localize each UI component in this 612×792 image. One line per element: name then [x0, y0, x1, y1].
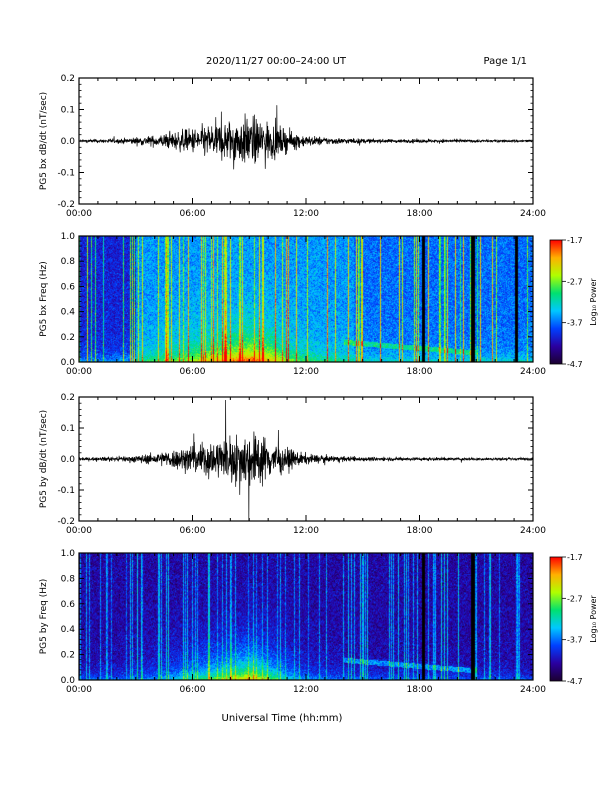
y-tick-label: -0.1 — [57, 486, 75, 496]
colorbar-tick-label: -1.7 — [567, 553, 583, 562]
x-tick-label: 06:00 — [180, 526, 206, 536]
date-range-title: 2020/11/27 00:00–24:00 UT — [206, 56, 347, 67]
y-tick-label: 0.4 — [61, 625, 76, 635]
y-tick-label: 0.0 — [61, 358, 76, 368]
y-axis-title: PG5 by dB/dt (nT/sec) — [39, 410, 49, 508]
x-tick-label: 12:00 — [293, 526, 319, 536]
x-tick-label: 00:00 — [66, 367, 92, 377]
y-tick-label: 0.2 — [61, 333, 75, 343]
charts-group: 00:00 06:00 12:00 18:00 24:00 -0.2 -0.1 0.0 0.1 0… — [39, 74, 598, 695]
y-tick-label: 0.2 — [61, 74, 75, 84]
spectrogram-panel-1: 00:00 06:00 12:00 18:00 24:00 0.0 0.2 0.4 0.6 0.8… — [39, 232, 598, 377]
waveform-series — [78, 400, 534, 522]
y-tick-label: 1.0 — [61, 549, 76, 559]
y-tick-label: 1.0 — [61, 232, 76, 242]
waveform-series — [78, 105, 534, 170]
colorbar — [549, 239, 563, 365]
x-tick-label: 06:00 — [180, 209, 206, 219]
y-tick-label: -0.2 — [57, 517, 75, 527]
colorbar-tick-label: -4.7 — [567, 360, 583, 369]
x-tick-label: 24:00 — [520, 209, 546, 219]
y-axis-title: PG5 bx Freq (Hz) — [39, 261, 49, 337]
y-tick-label: 0.2 — [61, 393, 75, 403]
x-tick-label: 18:00 — [407, 209, 433, 219]
x-tick-label: 24:00 — [520, 367, 546, 377]
x-axis-title: Universal Time (hh:mm) — [222, 713, 343, 724]
colorbar-title: Log₁₀ Power — [589, 595, 598, 643]
x-tick-label: 12:00 — [293, 685, 319, 695]
waveform-panel-0: 00:00 06:00 12:00 18:00 24:00 -0.2 -0.1 0.0 0.1 0… — [39, 74, 546, 219]
y-tick-label: 0.1 — [61, 424, 75, 434]
x-tick-label: 24:00 — [520, 526, 546, 536]
y-tick-label: 0.6 — [61, 282, 76, 292]
x-tick-label: 06:00 — [180, 685, 206, 695]
y-tick-label: 0.0 — [61, 137, 76, 147]
x-tick-label: 18:00 — [407, 526, 433, 536]
colorbar-tick-label: -4.7 — [567, 677, 583, 686]
colorbar — [549, 556, 563, 682]
x-tick-label: 12:00 — [293, 209, 319, 219]
y-axis-title: PG5 by Freq (Hz) — [39, 579, 49, 655]
colorbar-tick-label: -3.7 — [567, 636, 583, 645]
x-tick-label: 00:00 — [66, 209, 92, 219]
colorbar-tick-label: -2.7 — [567, 277, 583, 286]
x-tick-label: 18:00 — [407, 685, 433, 695]
y-tick-label: 0.6 — [61, 600, 76, 610]
y-tick-label: -0.2 — [57, 200, 75, 210]
colorbar-tick-label: -3.7 — [567, 319, 583, 328]
y-axis-title: PG5 bx dB/dt (nT/sec) — [39, 92, 49, 190]
y-tick-label: 0.2 — [61, 651, 75, 661]
y-tick-label: 0.4 — [61, 308, 76, 318]
x-tick-label: 12:00 — [293, 367, 319, 377]
spectrogram-image — [79, 553, 533, 680]
x-tick-label: 06:00 — [180, 367, 206, 377]
colorbar-title: Log₁₀ Power — [589, 278, 598, 326]
x-tick-label: 18:00 — [407, 367, 433, 377]
x-tick-label: 00:00 — [66, 526, 92, 536]
y-tick-label: 0.8 — [61, 574, 76, 584]
x-tick-label: 24:00 — [520, 685, 546, 695]
colorbar-tick-label: -2.7 — [567, 594, 583, 603]
x-tick-label: 00:00 — [66, 685, 92, 695]
colorbar-tick-label: -1.7 — [567, 236, 583, 245]
y-tick-label: 0.0 — [61, 676, 76, 686]
y-tick-label: 0.1 — [61, 106, 75, 116]
page-number: Page 1/1 — [484, 56, 527, 67]
spectrogram-image — [79, 236, 533, 362]
y-tick-label: -0.1 — [57, 169, 75, 179]
waveform-panel-2: 00:00 06:00 12:00 18:00 24:00 -0.2 -0.1 0.0 0.1 0… — [39, 393, 546, 536]
y-tick-label: 0.8 — [61, 257, 76, 267]
spectrogram-panel-3: 00:00 06:00 12:00 18:00 24:00 0.0 0.2 0.4 0.6 0.8… — [39, 549, 598, 695]
y-tick-label: 0.0 — [61, 455, 76, 465]
